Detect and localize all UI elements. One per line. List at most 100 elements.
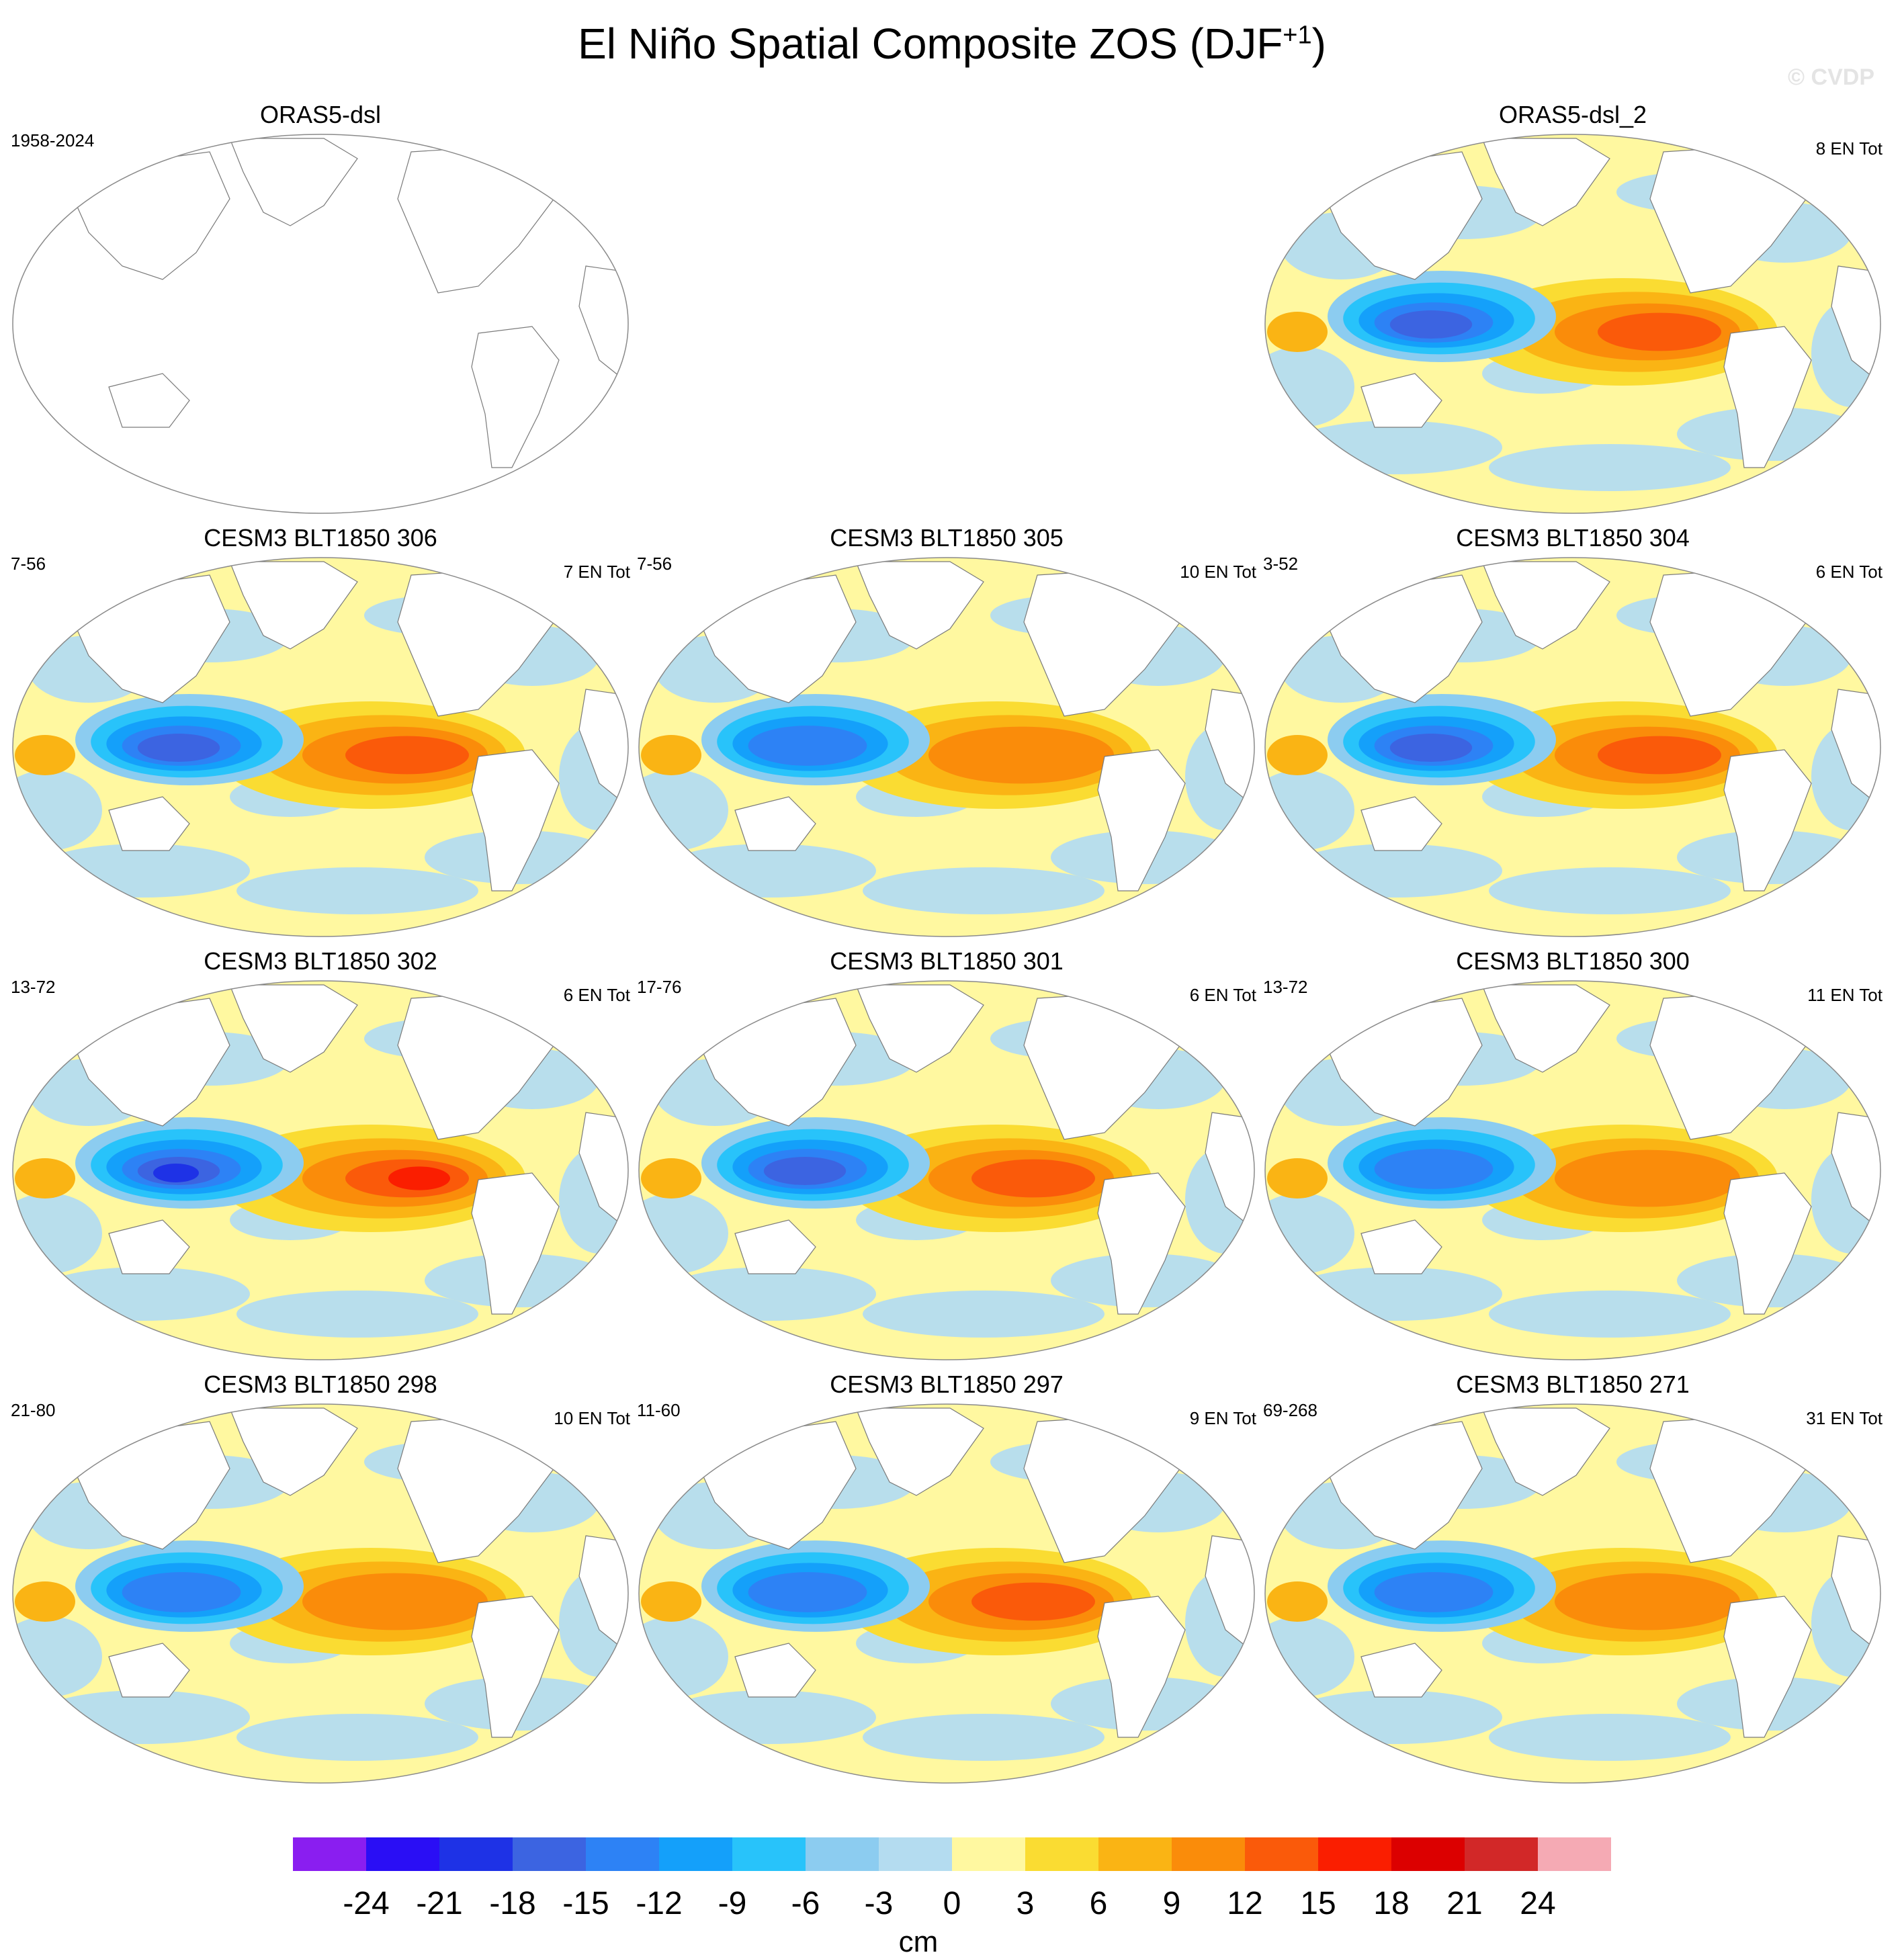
negative-anomaly-patch — [1489, 867, 1731, 914]
robinson-map — [638, 980, 1255, 1360]
panel-event-count: 6 EN Tot — [1815, 562, 1883, 582]
panel-years: 11-60 — [637, 1400, 681, 1420]
warm-anomaly-tongue — [928, 726, 1114, 784]
panel-title: CESM3 BLT1850 271 — [1456, 1370, 1690, 1398]
colorbar-swatch — [879, 1837, 953, 1871]
map-border — [638, 1403, 1255, 1784]
cold-anomaly-pool — [748, 1572, 867, 1612]
map-border — [12, 134, 629, 514]
colorbar-swatch — [293, 1837, 367, 1871]
colorbar-tick-label: 21 — [1446, 1886, 1483, 1921]
colorbar-swatch — [586, 1837, 660, 1871]
map-panel: CESM3 BLT1850 302 13-72 6 EN Tot — [8, 947, 633, 1364]
continent-outline — [1097, 1596, 1186, 1738]
panel-title: CESM3 BLT1850 297 — [830, 1370, 1064, 1398]
continent-outline — [1481, 984, 1610, 1073]
continent-outline — [1360, 373, 1442, 428]
continent-outline — [1723, 749, 1812, 891]
colorbar-swatch — [952, 1837, 1026, 1871]
continent-outline — [1360, 1219, 1442, 1274]
panel-title: CESM3 BLT1850 304 — [1456, 524, 1690, 552]
negative-anomaly-patch — [863, 867, 1105, 914]
colorbar-tick-label: -12 — [636, 1886, 683, 1921]
warm-anomaly-tongue — [1598, 312, 1721, 351]
robinson-map — [12, 1403, 629, 1784]
colorbar-tick-label: 15 — [1300, 1886, 1336, 1921]
panel-title: ORAS5-dsl — [259, 101, 382, 128]
continent-outline — [855, 561, 984, 650]
colorbar-swatch — [1245, 1837, 1319, 1871]
indian-ocean-anomaly — [15, 735, 75, 775]
negative-anomaly-patch — [1489, 1291, 1731, 1338]
colorbar-tick-label: -3 — [864, 1886, 894, 1921]
cold-anomaly-pool — [748, 726, 867, 766]
negative-anomaly-patch — [1287, 1267, 1502, 1321]
cold-anomaly-pool — [763, 1157, 847, 1185]
panel-years: 7-56 — [11, 554, 46, 574]
continent-outline — [229, 1407, 358, 1496]
continent-outline — [1481, 138, 1610, 226]
colorbar-swatch — [1025, 1837, 1099, 1871]
robinson-map — [1264, 134, 1881, 514]
continent-outline — [1723, 1172, 1812, 1315]
colorbar-tick-label: -6 — [791, 1886, 820, 1921]
colorbar-swatch — [1538, 1837, 1611, 1871]
panel-title: CESM3 BLT1850 301 — [830, 947, 1064, 975]
continent-outline — [1723, 326, 1812, 468]
indian-ocean-anomaly — [1267, 312, 1328, 352]
warm-anomaly-tongue — [388, 1166, 450, 1190]
cold-anomaly-pool — [153, 1164, 199, 1182]
colorbar-tick-label: -9 — [718, 1886, 747, 1921]
negative-anomaly-patch — [236, 1291, 478, 1338]
map-panel: ORAS5-dsl_2 8 EN Tot — [1260, 101, 1885, 517]
robinson-map — [12, 980, 629, 1360]
negative-anomaly-patch — [661, 1690, 876, 1744]
panel-event-count: 9 EN Tot — [1189, 1408, 1256, 1428]
panel-event-count: 6 EN Tot — [1189, 985, 1256, 1005]
warm-anomaly-tongue — [1598, 736, 1721, 775]
negative-anomaly-patch — [1489, 1714, 1731, 1761]
continent-outline — [734, 1643, 816, 1698]
continent-outline — [229, 138, 358, 226]
continent-outline — [471, 326, 560, 468]
colorbar-tick-label: 12 — [1227, 1886, 1263, 1921]
panel-title: CESM3 BLT1850 298 — [204, 1370, 437, 1398]
panel-event-count: 8 EN Tot — [1815, 138, 1883, 159]
indian-ocean-anomaly — [15, 1581, 75, 1622]
cvdp-watermark: © CVDP — [1788, 64, 1874, 90]
negative-anomaly-patch — [236, 1714, 478, 1761]
continent-outline — [1097, 1172, 1186, 1315]
continent-outline — [734, 1219, 816, 1274]
colorbar-swatch — [806, 1837, 879, 1871]
continent-outline — [1481, 561, 1610, 650]
negative-anomaly-patch — [35, 844, 250, 898]
panel-years: 13-72 — [1263, 977, 1308, 997]
map-border — [638, 980, 1255, 1360]
map-panel: CESM3 BLT1850 297 11-60 9 EN Tot — [634, 1370, 1259, 1787]
continent-outline — [471, 1596, 560, 1738]
continent-outline — [734, 796, 816, 851]
panel-title: CESM3 BLT1850 302 — [204, 947, 437, 975]
map-panel: CESM3 BLT1850 301 17-76 6 EN Tot — [634, 947, 1259, 1364]
negative-anomaly-patch — [863, 1291, 1105, 1338]
indian-ocean-anomaly — [1267, 1158, 1328, 1199]
panel-title: CESM3 BLT1850 300 — [1456, 947, 1690, 975]
robinson-map — [12, 134, 629, 514]
continent-outline — [1097, 749, 1186, 891]
negative-anomaly-patch — [236, 867, 478, 914]
colorbar-swatch — [513, 1837, 587, 1871]
continent-outline — [61, 151, 230, 280]
indian-ocean-anomaly — [641, 735, 701, 775]
negative-anomaly-patch — [1489, 444, 1731, 491]
map-border — [1264, 1403, 1881, 1784]
cold-anomaly-pool — [137, 734, 220, 762]
warm-anomaly-tongue — [971, 1582, 1095, 1621]
negative-anomaly-patch — [1287, 421, 1502, 474]
map-panel: CESM3 BLT1850 304 3-52 6 EN Tot — [1260, 524, 1885, 941]
colorbar-tick-label: 3 — [1016, 1886, 1035, 1921]
map-panel: CESM3 BLT1850 300 13-72 11 EN Tot — [1260, 947, 1885, 1364]
map-panel: CESM3 BLT1850 298 21-80 10 EN Tot — [8, 1370, 633, 1787]
indian-ocean-anomaly — [641, 1158, 701, 1199]
continent-outline — [397, 144, 560, 294]
continent-outline — [108, 1219, 190, 1274]
